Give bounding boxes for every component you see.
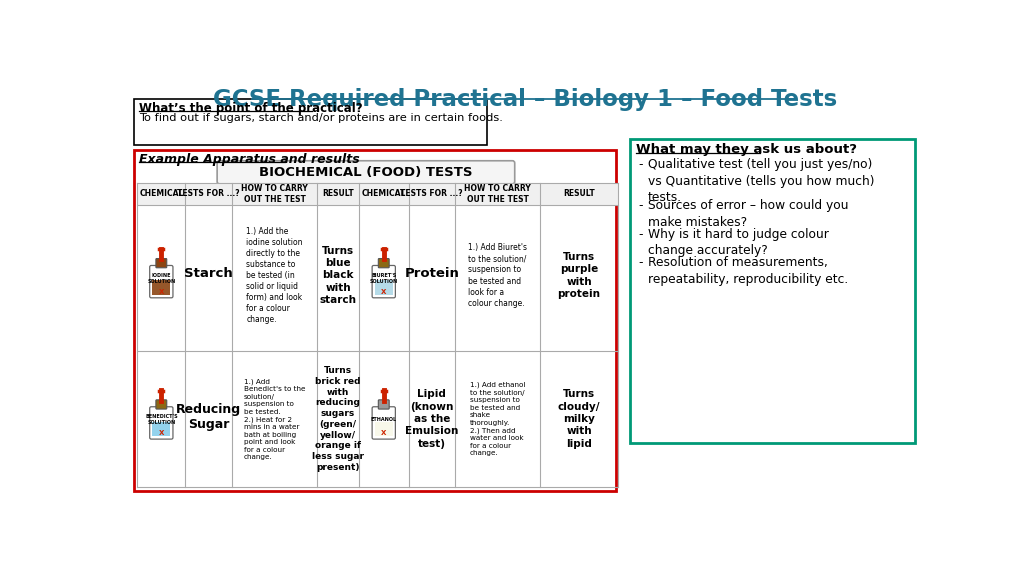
Text: RESULT: RESULT	[323, 190, 354, 198]
FancyBboxPatch shape	[630, 139, 915, 444]
Text: BIURET'S
SOLUTION: BIURET'S SOLUTION	[370, 273, 398, 284]
FancyBboxPatch shape	[156, 400, 167, 409]
Text: Turns
brick red
with
reducing
sugars
(green/
yellow/
orange if
less sugar
presen: Turns brick red with reducing sugars (gr…	[312, 366, 364, 472]
Text: 1.) Add the
iodine solution
directly to the
substance to
be tested (in
solid or : 1.) Add the iodine solution directly to …	[246, 226, 303, 324]
Text: Resolution of measurements,
repeatability, reproducibility etc.: Resolution of measurements, repeatabilit…	[648, 256, 848, 286]
FancyBboxPatch shape	[156, 259, 167, 268]
Text: X: X	[159, 430, 164, 436]
Text: GCSE Required Practical – Biology 1 – Food Tests: GCSE Required Practical – Biology 1 – Fo…	[213, 88, 837, 111]
FancyBboxPatch shape	[375, 422, 392, 437]
Text: CHEMICAL: CHEMICAL	[139, 190, 183, 198]
Text: Sources of error – how could you
make mistakes?: Sources of error – how could you make mi…	[648, 199, 849, 229]
FancyBboxPatch shape	[217, 161, 515, 184]
FancyBboxPatch shape	[375, 281, 392, 295]
Text: Protein: Protein	[404, 267, 459, 281]
Text: X: X	[381, 289, 386, 295]
FancyBboxPatch shape	[134, 99, 486, 145]
FancyBboxPatch shape	[150, 407, 173, 439]
Text: HOW TO CARRY
OUT THE TEST: HOW TO CARRY OUT THE TEST	[464, 184, 531, 203]
FancyBboxPatch shape	[372, 407, 395, 439]
Text: X: X	[159, 289, 164, 295]
Text: HOW TO CARRY
OUT THE TEST: HOW TO CARRY OUT THE TEST	[241, 184, 308, 203]
Text: BENEDICT'S
SOLUTION: BENEDICT'S SOLUTION	[145, 415, 177, 425]
Text: Why is it hard to judge colour
change accurately?: Why is it hard to judge colour change ac…	[648, 228, 828, 257]
Text: X: X	[381, 430, 386, 436]
Text: -: -	[638, 256, 642, 269]
FancyBboxPatch shape	[378, 400, 389, 409]
Text: TESTS FOR ...?: TESTS FOR ...?	[400, 190, 463, 198]
Text: Qualitative test (tell you just yes/no)
vs Quantitative (tells you how much)
tes: Qualitative test (tell you just yes/no) …	[648, 158, 874, 204]
Text: CHEMICAL: CHEMICAL	[361, 190, 406, 198]
Text: Example Apparatus and results: Example Apparatus and results	[139, 153, 359, 166]
FancyBboxPatch shape	[153, 281, 170, 295]
Text: What may they ask us about?: What may they ask us about?	[636, 143, 857, 156]
Text: 1.) Add ethanol
to the solution/
suspension to
be tested and
shake
thoroughly.
2: 1.) Add ethanol to the solution/ suspens…	[470, 382, 525, 456]
Text: To find out if sugars, starch and/or proteins are in certain foods.: To find out if sugars, starch and/or pro…	[139, 113, 503, 123]
FancyBboxPatch shape	[134, 150, 616, 491]
Text: ETHANOL: ETHANOL	[371, 418, 397, 422]
Text: Turns
blue
black
with
starch: Turns blue black with starch	[319, 246, 356, 305]
Text: -: -	[638, 228, 642, 241]
Text: What’s the point of the practical?: What’s the point of the practical?	[139, 102, 362, 115]
Text: -: -	[638, 199, 642, 212]
Text: -: -	[638, 158, 642, 172]
Text: BIOCHEMICAL (FOOD) TESTS: BIOCHEMICAL (FOOD) TESTS	[259, 166, 473, 179]
FancyBboxPatch shape	[372, 266, 395, 298]
FancyBboxPatch shape	[137, 183, 617, 204]
FancyBboxPatch shape	[378, 259, 389, 268]
Text: Turns
cloudy/
milky
with
lipid: Turns cloudy/ milky with lipid	[558, 389, 600, 449]
Text: 1.) Add Biuret's
to the solution/
suspension to
be tested and
look for a
colour : 1.) Add Biuret's to the solution/ suspen…	[468, 243, 527, 308]
Text: 1.) Add
Benedict's to the
solution/
suspension to
be tested.
2.) Heat for 2
mins: 1.) Add Benedict's to the solution/ susp…	[244, 378, 305, 460]
Text: Turns
purple
with
protein: Turns purple with protein	[557, 252, 600, 299]
FancyBboxPatch shape	[150, 266, 173, 298]
FancyBboxPatch shape	[153, 422, 170, 437]
Text: Lipid
(known
as the
Emulsion
test): Lipid (known as the Emulsion test)	[406, 389, 459, 449]
Text: TESTS FOR ...?: TESTS FOR ...?	[177, 190, 240, 198]
Text: IODINE
SOLUTION: IODINE SOLUTION	[147, 273, 175, 284]
Text: Reducing
Sugar: Reducing Sugar	[176, 403, 242, 431]
Text: Starch: Starch	[184, 267, 233, 281]
Text: RESULT: RESULT	[563, 190, 595, 198]
